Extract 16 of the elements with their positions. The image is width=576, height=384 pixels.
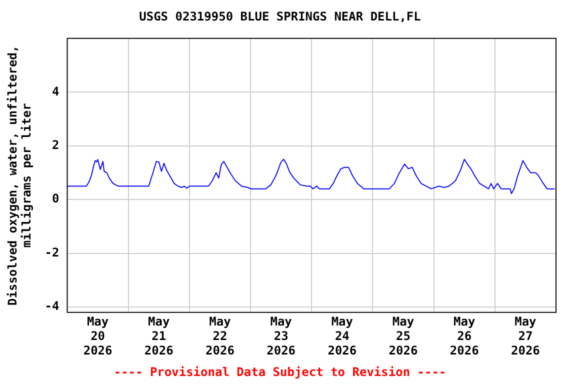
x-tick-label: May 25 2026 [388, 314, 418, 358]
x-tick-label: May 22 2026 [206, 314, 234, 358]
y-tick-label: 4 [52, 84, 60, 98]
y-axis-title: Dissolved oxygen, water, unfiltered, milligrams per liter [5, 45, 34, 306]
text: ---- Provisional Data Subject to Revision ---- [114, 364, 446, 379]
x-tick-label: May 23 2026 [266, 314, 296, 358]
x-tick-label: May 26 2026 [450, 314, 479, 358]
y-tick-label: 2 [52, 138, 60, 152]
y-tick-label: 0 [52, 192, 60, 206]
y-tick-label: -2 [44, 245, 60, 260]
x-tick-label: May 20 2026 [83, 314, 112, 358]
chart-title: USGS 02319950 BLUE SPRINGS NEAR DELL,FL [139, 9, 421, 24]
y-tick-label: -4 [44, 299, 60, 314]
x-tick-label: May 21 2026 [144, 314, 174, 358]
x-tick-label: May 27 2026 [511, 314, 540, 358]
x-tick-label: May 24 2026 [328, 314, 357, 358]
